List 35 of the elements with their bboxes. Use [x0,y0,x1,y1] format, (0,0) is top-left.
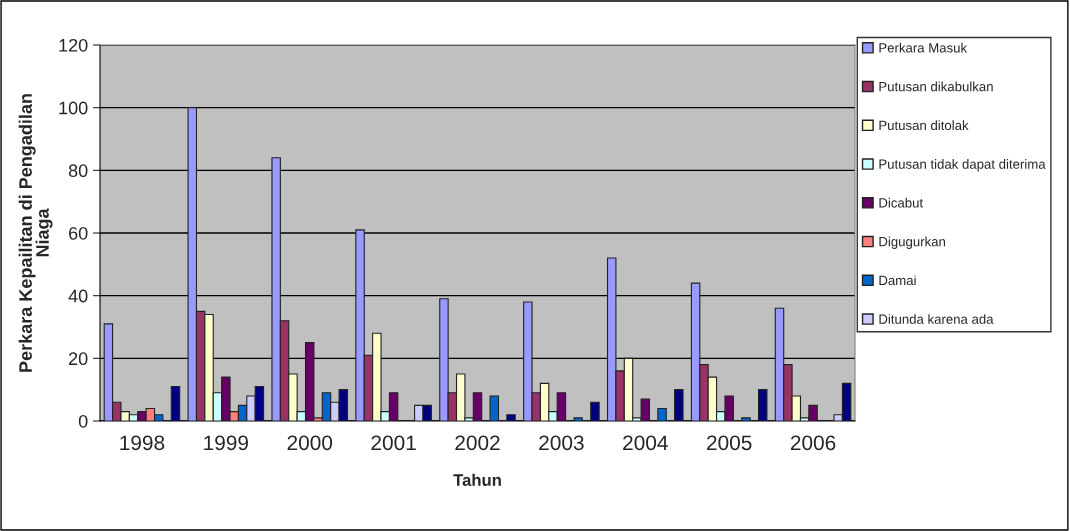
x-tick-label: 2004 [623,435,668,451]
bar [741,417,751,421]
bar [573,417,583,421]
legend-label: Dicabut [879,197,924,208]
bar [674,389,684,421]
legend-label: Digugurkan [879,236,945,249]
legend-label: Putusan ditolak [879,120,969,131]
x-axis-title: Tahun [453,473,501,486]
x-tick-label: 2002 [455,435,500,451]
bar [489,395,500,421]
legend-label: Damai [879,275,916,286]
legend-label: Perkara Masuk [879,42,968,53]
x-tick-label: 2003 [539,435,584,451]
bar [657,407,667,421]
legend-label: Putusan dikabulkan [879,81,993,92]
y-tick-label: 120 [59,38,88,52]
x-tick-label: 2006 [790,435,836,451]
x-tick-label: 2000 [287,435,333,451]
x-tick-label: 2005 [707,435,752,451]
y-axis-title: Perkara Kepailitan di Pengadilan Niaga [18,94,53,372]
bar [506,414,516,421]
y-tick-label: 40 [68,289,88,303]
x-tick-label: 2001 [371,435,416,451]
y-tick-label: 0 [78,414,88,428]
bar [590,401,600,421]
legend-label: Ditunda karena ada [879,314,994,324]
bar [757,389,768,421]
y-tick-label: 60 [69,226,88,240]
x-tick-label: 1999 [204,435,249,451]
x-tick-label: 1998 [120,435,165,451]
y-tick-label: 100 [59,101,88,115]
y-tick-label: 20 [69,352,88,366]
y-tick-label: 80 [68,164,88,178]
legend-label: Putusan tidak dapat diterima [879,159,1046,172]
bar [170,385,181,421]
